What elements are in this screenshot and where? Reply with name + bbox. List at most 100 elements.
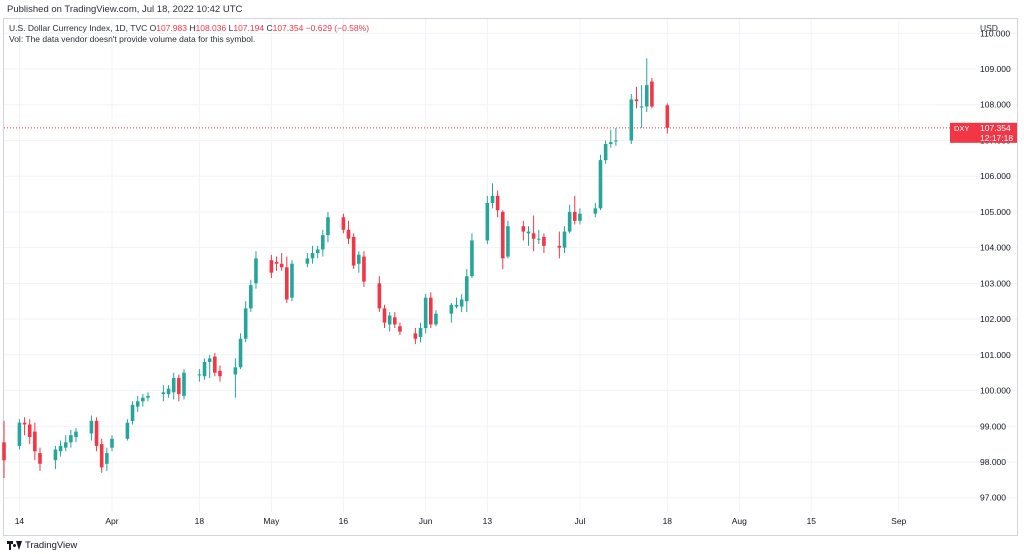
candle-body (321, 235, 325, 250)
price-tick-label: 106.000 (980, 171, 1011, 181)
candle (285, 256, 289, 304)
candle-body (197, 374, 202, 376)
candle (130, 401, 135, 425)
legend-high-value: 108.036 (195, 23, 227, 33)
candle-body (495, 195, 500, 211)
candle-body (171, 378, 176, 393)
candle (110, 435, 114, 452)
candle (526, 226, 531, 246)
legend-symbol: U.S. Dollar Currency Index, 1D, TVC (9, 23, 148, 33)
candle-body (238, 338, 243, 368)
candle (644, 58, 649, 112)
legend-ohlc: U.S. Dollar Currency Index, 1D, TVC O107… (9, 23, 369, 34)
candle-body (644, 85, 649, 107)
candle-body (141, 397, 145, 402)
candle (521, 220, 526, 241)
candle (567, 204, 572, 234)
price-scale-currency[interactable]: USD (980, 23, 998, 33)
candle (341, 213, 346, 234)
legend-open-value: 107.983 (156, 23, 187, 33)
candle (362, 251, 366, 287)
price-tick-label: 109.000 (980, 64, 1011, 74)
candle-body (269, 260, 274, 273)
candle (321, 229, 325, 257)
candle-body (490, 195, 495, 203)
price-tick-label: 102.000 (980, 314, 1011, 324)
candle (99, 438, 104, 473)
legend-change: −0.629 (−0.58%) (305, 23, 370, 33)
candle (197, 369, 202, 382)
candle-body (110, 438, 114, 448)
candle-body (346, 229, 351, 239)
candle-body (428, 297, 433, 325)
tradingview-logo[interactable]: TradingView (7, 538, 77, 552)
candle (506, 220, 510, 259)
candle (213, 353, 217, 377)
candle-body (33, 431, 37, 452)
candle-body (310, 252, 315, 259)
candle (305, 252, 310, 268)
candle (578, 208, 582, 225)
candle (495, 190, 500, 218)
candle (490, 183, 495, 209)
candle (74, 428, 78, 443)
candle-body (202, 361, 207, 377)
candle-body (362, 256, 366, 282)
candle (382, 304, 387, 329)
candle (249, 279, 253, 312)
candle-body (17, 422, 22, 446)
time-tick-label: Sep (891, 516, 906, 526)
grid-lines (4, 19, 1017, 512)
candle-body (125, 422, 130, 439)
candle-body (629, 99, 634, 141)
candle-body (254, 258, 258, 284)
candle-body (357, 254, 361, 264)
candle-body (315, 249, 320, 253)
price-tick-label: 100.000 (980, 386, 1011, 396)
candle-body (382, 308, 387, 323)
candle (243, 301, 248, 343)
legend-close-value: 107.354 (272, 23, 304, 33)
candle-body (578, 213, 582, 221)
candle (274, 256, 279, 271)
candle (454, 297, 459, 309)
candle (500, 210, 505, 270)
candle-body (105, 453, 109, 464)
time-tick-label: May (263, 516, 280, 526)
candle-body (398, 326, 402, 332)
candle (279, 252, 284, 271)
candle (290, 260, 294, 302)
candle-body (500, 211, 505, 259)
candle (177, 374, 181, 402)
candle-body (449, 304, 454, 314)
candle-body (351, 236, 356, 266)
candle-body (614, 140, 618, 142)
candle (603, 140, 608, 164)
legend-open-label: O (149, 23, 157, 33)
candle (459, 294, 464, 312)
current-price-value: 107.354 (980, 123, 1011, 133)
candle-body (89, 420, 94, 434)
candle (557, 231, 562, 259)
candle (650, 77, 654, 109)
candle (634, 86, 639, 109)
current-price-badge: DXY 107.354 12:17:18 (950, 122, 1017, 143)
candle (17, 419, 22, 450)
candle (38, 447, 42, 471)
candle (94, 417, 99, 452)
candle-body (454, 304, 459, 307)
candle (629, 94, 634, 145)
candle (392, 311, 397, 329)
candle (146, 392, 150, 402)
candle-body (22, 422, 27, 425)
candle-body (470, 240, 474, 277)
candle-body (562, 231, 567, 248)
candle-body (536, 238, 541, 240)
candle-body (279, 263, 284, 268)
candle (387, 311, 392, 332)
candle (135, 395, 140, 412)
chart-frame (3, 18, 1018, 536)
candle (27, 419, 32, 445)
candle-body (146, 395, 150, 398)
